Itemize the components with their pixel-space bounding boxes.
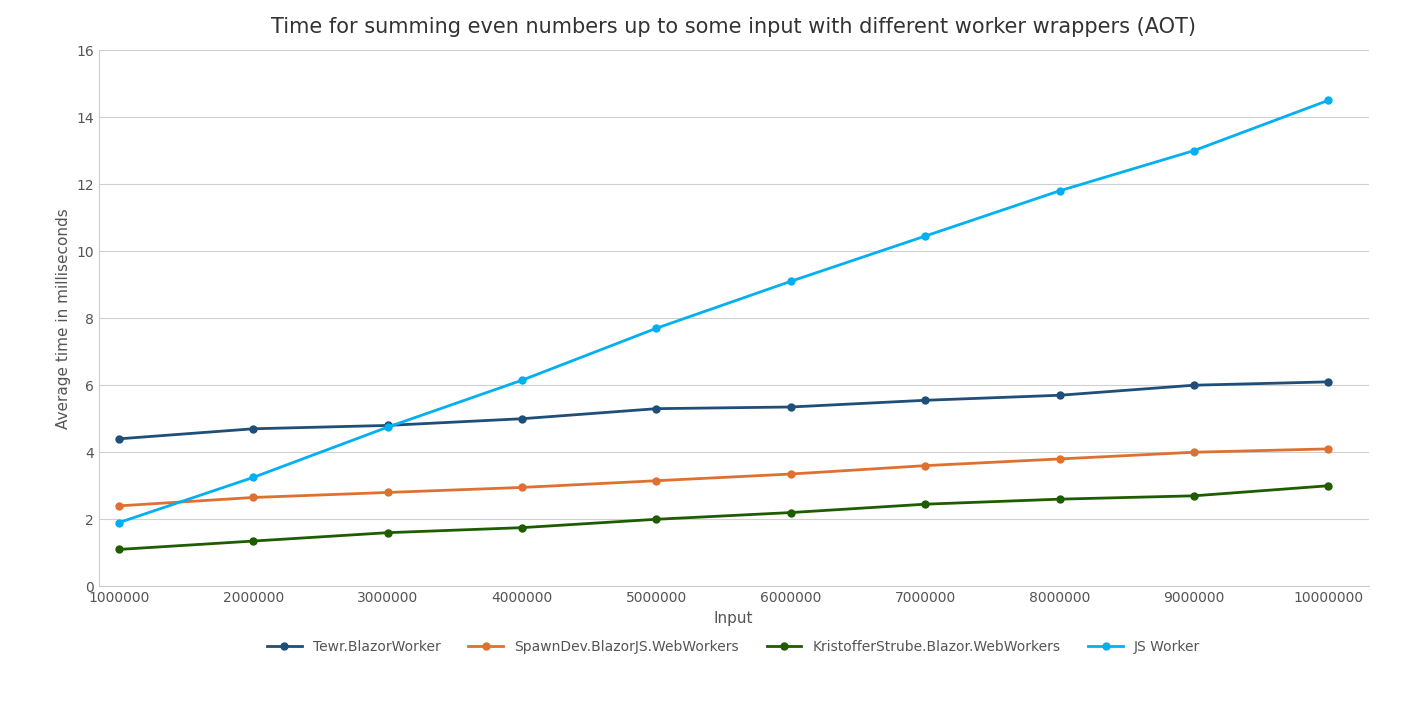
Y-axis label: Average time in milliseconds: Average time in milliseconds bbox=[55, 208, 71, 428]
KristofferStrube.Blazor.WebWorkers bbox=[648, 515, 665, 523]
KristofferStrube.Blazor.WebWorkers bbox=[514, 523, 531, 532]
Tewr.BlazorWorker bbox=[648, 405, 665, 413]
JS Worker bbox=[917, 232, 934, 240]
SpawnDev.BlazorJS.WebWorkers bbox=[782, 470, 799, 478]
Tewr.BlazorWorker bbox=[782, 403, 799, 411]
JS Worker bbox=[1051, 187, 1068, 195]
Line: SpawnDev.BlazorJS.WebWorkers: SpawnDev.BlazorJS.WebWorkers bbox=[116, 445, 1332, 509]
KristofferStrube.Blazor.WebWorkers bbox=[380, 528, 396, 537]
JS Worker bbox=[782, 277, 799, 285]
JS Worker bbox=[110, 518, 127, 527]
Tewr.BlazorWorker bbox=[1051, 391, 1068, 400]
JS Worker bbox=[1319, 96, 1336, 104]
KristofferStrube.Blazor.WebWorkers bbox=[110, 545, 127, 553]
Line: Tewr.BlazorWorker: Tewr.BlazorWorker bbox=[116, 378, 1332, 443]
SpawnDev.BlazorJS.WebWorkers bbox=[917, 461, 934, 470]
Line: KristofferStrube.Blazor.WebWorkers: KristofferStrube.Blazor.WebWorkers bbox=[116, 483, 1332, 553]
JS Worker bbox=[1185, 147, 1202, 155]
SpawnDev.BlazorJS.WebWorkers bbox=[1319, 445, 1336, 453]
Tewr.BlazorWorker bbox=[246, 425, 262, 433]
KristofferStrube.Blazor.WebWorkers bbox=[782, 508, 799, 517]
KristofferStrube.Blazor.WebWorkers bbox=[917, 500, 934, 508]
JS Worker bbox=[246, 473, 262, 482]
Tewr.BlazorWorker bbox=[380, 421, 396, 430]
Tewr.BlazorWorker bbox=[1185, 381, 1202, 390]
JS Worker bbox=[648, 324, 665, 332]
SpawnDev.BlazorJS.WebWorkers bbox=[380, 488, 396, 497]
Title: Time for summing even numbers up to some input with different worker wrappers (A: Time for summing even numbers up to some… bbox=[271, 17, 1197, 37]
SpawnDev.BlazorJS.WebWorkers bbox=[1185, 448, 1202, 456]
JS Worker bbox=[380, 423, 396, 431]
SpawnDev.BlazorJS.WebWorkers bbox=[648, 476, 665, 485]
X-axis label: Input: Input bbox=[714, 611, 753, 626]
Line: JS Worker: JS Worker bbox=[116, 97, 1332, 526]
SpawnDev.BlazorJS.WebWorkers bbox=[246, 493, 262, 502]
KristofferStrube.Blazor.WebWorkers bbox=[1185, 491, 1202, 500]
SpawnDev.BlazorJS.WebWorkers bbox=[110, 502, 127, 511]
Tewr.BlazorWorker bbox=[917, 396, 934, 405]
SpawnDev.BlazorJS.WebWorkers bbox=[1051, 455, 1068, 463]
KristofferStrube.Blazor.WebWorkers bbox=[1319, 481, 1336, 490]
Tewr.BlazorWorker bbox=[1319, 378, 1336, 386]
JS Worker bbox=[514, 376, 531, 385]
KristofferStrube.Blazor.WebWorkers bbox=[246, 537, 262, 546]
Tewr.BlazorWorker bbox=[110, 435, 127, 443]
SpawnDev.BlazorJS.WebWorkers bbox=[514, 483, 531, 492]
Tewr.BlazorWorker bbox=[514, 415, 531, 423]
Legend: Tewr.BlazorWorker, SpawnDev.BlazorJS.WebWorkers, KristofferStrube.Blazor.WebWork: Tewr.BlazorWorker, SpawnDev.BlazorJS.Web… bbox=[261, 635, 1206, 660]
KristofferStrube.Blazor.WebWorkers bbox=[1051, 495, 1068, 503]
